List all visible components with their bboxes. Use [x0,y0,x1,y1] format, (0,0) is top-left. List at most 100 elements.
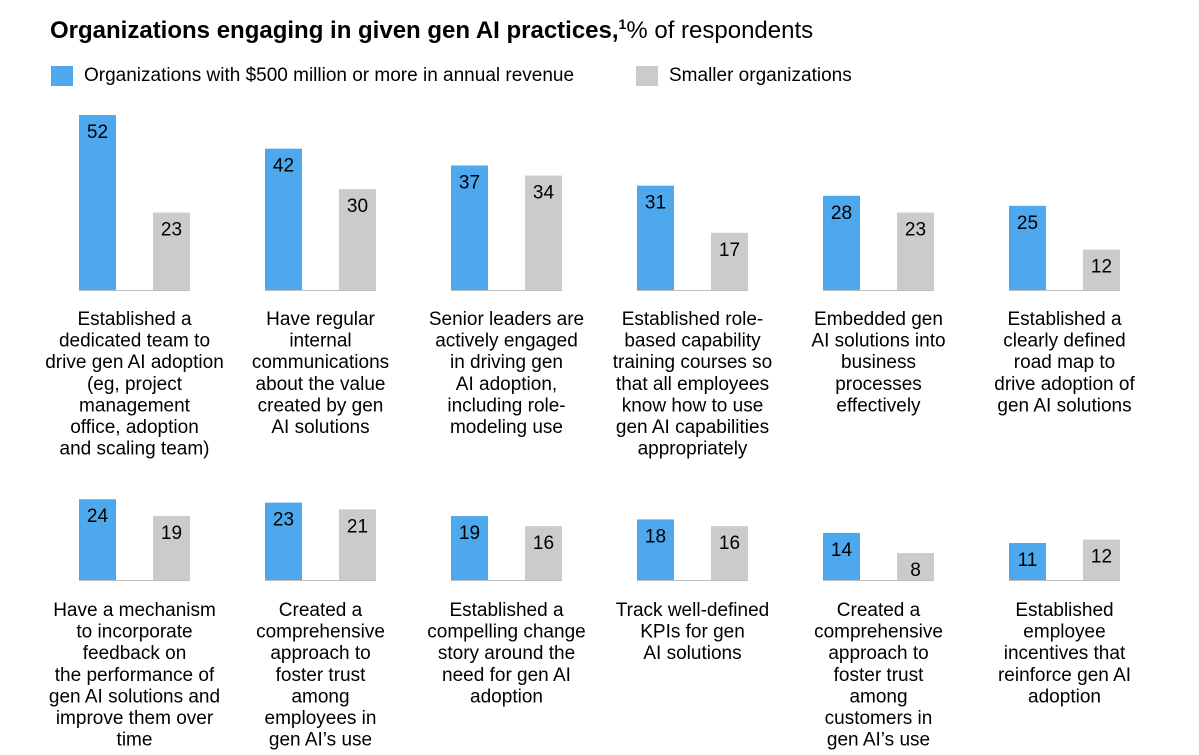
category-label-2-line-4: about the value [256,374,386,395]
bar-smaller-orgs-11 [897,553,934,580]
bar-large-orgs-1 [79,115,116,291]
chart-title-text: Organizations engaging in given gen AI p… [50,17,619,44]
legend-swatch-smaller-orgs [636,66,658,86]
category-label-7-line-7: time [117,730,153,751]
data-label-large-orgs-1: 52 [87,122,108,143]
category-label-11-line-5: among [849,686,907,707]
category-label-6-line-2: clearly defined [1003,331,1126,352]
bar-large-orgs-2 [265,148,302,290]
category-label-2-line-2: internal [289,331,351,352]
data-label-large-orgs-3: 37 [459,172,480,193]
category-label-8-line-7: gen AI’s use [269,730,372,751]
category-label-8-line-4: foster trust [276,665,366,686]
category-label-7-line-1: Have a mechanism [53,600,216,621]
category-label-3-line-2: actively engaged [435,331,578,352]
data-label-smaller-orgs-6: 12 [1091,257,1112,278]
bar-smaller-orgs-5 [897,212,934,290]
category-label-4-line-2: based capability [624,331,761,352]
data-label-large-orgs-8: 23 [273,510,294,531]
bar-smaller-orgs-8 [339,509,376,580]
category-label-4-line-7: appropriately [638,439,748,460]
category-label-11-line-4: foster trust [834,665,924,686]
bar-smaller-orgs-9 [525,526,562,580]
category-label-3-line-3: in driving gen [450,352,563,373]
category-label-10-line-3: AI solutions [643,643,741,664]
category-label-4-line-3: training courses so [613,352,772,373]
bar-large-orgs-5 [823,195,860,290]
category-label-11-line-6: customers in [825,708,933,729]
category-label-7-line-5: gen AI solutions and [49,686,220,707]
category-label-2-line-6: AI solutions [271,417,369,438]
category-label-7-line-6: improve them over [56,708,214,729]
category-label-5-line-1: Embedded gen [814,309,943,330]
category-label-2-line-5: created by gen [258,395,384,416]
data-label-large-orgs-4: 31 [645,193,666,214]
category-label-3-line-6: modeling use [450,417,563,438]
bar-smaller-orgs-3 [525,175,562,290]
bar-smaller-orgs-4 [711,232,748,290]
category-label-4-line-4: that all employees [616,374,769,395]
data-label-smaller-orgs-2: 30 [347,196,368,217]
category-label-9-line-1: Established a [449,600,564,621]
bar-large-orgs-3 [451,165,488,290]
chart-unit-label: % of respondents [626,17,814,44]
data-label-smaller-orgs-4: 17 [719,240,740,261]
category-label-1-line-4: (eg, project [87,374,183,395]
category-label-1-line-7: and scaling team) [60,439,210,460]
data-label-smaller-orgs-5: 23 [905,220,926,241]
data-label-smaller-orgs-8: 21 [347,516,368,537]
category-label-5: Embedded gen AI solutions into business pro… [811,309,945,416]
category-label-3-line-1: Senior leaders are [429,309,584,330]
data-label-smaller-orgs-1: 23 [161,220,182,241]
category-label-6-line-1: Established a [1007,309,1122,330]
category-label-12-line-5: adoption [1028,686,1101,707]
category-label-9-line-3: story around the [438,643,575,664]
category-label-6-line-3: road map to [1014,352,1115,373]
category-label-11: Created a comprehensive approach to foster … [814,600,943,751]
category-label-1-line-3: drive gen AI adoption [45,352,224,373]
category-label-5-line-3: business [841,352,916,373]
data-label-smaller-orgs-9: 16 [533,533,554,554]
bar-smaller-orgs-6 [1083,249,1120,290]
category-label-11-line-1: Created a [837,600,921,621]
category-label-2: Have regular internal communications about … [252,309,389,438]
category-label-4-line-1: Established role- [622,309,764,330]
data-label-large-orgs-10: 18 [645,526,666,547]
legend-label-large-orgs: Organizations with $500 million or more … [84,65,575,86]
category-label-4: Established role-based capability trainin… [613,309,772,460]
category-label-6-line-4: drive adoption of [994,374,1135,395]
category-label-5-line-5: effectively [836,395,921,416]
category-label-8-line-1: Created a [279,600,363,621]
bar-large-orgs-11 [823,532,860,580]
bar-large-orgs-10 [637,519,674,580]
data-label-large-orgs-12: 11 [1018,550,1038,571]
category-label-8-line-5: among [291,686,349,707]
legend-label-smaller-orgs: Smaller organizations [669,65,852,86]
category-label-11-line-3: approach to [828,643,928,664]
category-label-5-line-4: processes [835,374,922,395]
category-label-11-line-7: gen AI’s use [827,730,930,751]
bar-smaller-orgs-2 [339,189,376,290]
category-label-8-line-2: comprehensive [256,622,385,643]
bar-large-orgs-12 [1009,542,1046,580]
category-label-9-line-4: need for gen AI [442,665,571,686]
category-label-1-line-2: dedicated team to [59,331,210,352]
category-label-8-line-6: employees in [265,708,377,729]
bar-smaller-orgs-10 [711,526,748,580]
category-label-5-line-2: AI solutions into [811,331,945,352]
chart-title: Organizations engaging in given gen AI p… [50,14,813,48]
category-label-10: Track well-defined KPIs for gen AI solutio… [616,600,769,664]
category-label-2-line-1: Have regular [266,309,375,330]
category-label-3-line-4: AI adoption, [456,374,557,395]
category-label-10-line-2: KPIs for gen [640,622,745,643]
category-label-3: Senior leaders are actively engaged in dri… [429,309,584,438]
data-label-smaller-orgs-3: 34 [533,183,555,204]
bar-large-orgs-9 [451,516,488,580]
category-label-12-line-2: employee [1023,622,1105,643]
data-label-large-orgs-5: 28 [831,203,852,224]
category-label-9-line-2: compelling change [427,622,585,643]
category-label-12-line-3: incentives that [1004,643,1126,664]
bar-smaller-orgs-1 [153,212,190,290]
category-label-9: Established a compelling change story arou… [427,600,585,707]
